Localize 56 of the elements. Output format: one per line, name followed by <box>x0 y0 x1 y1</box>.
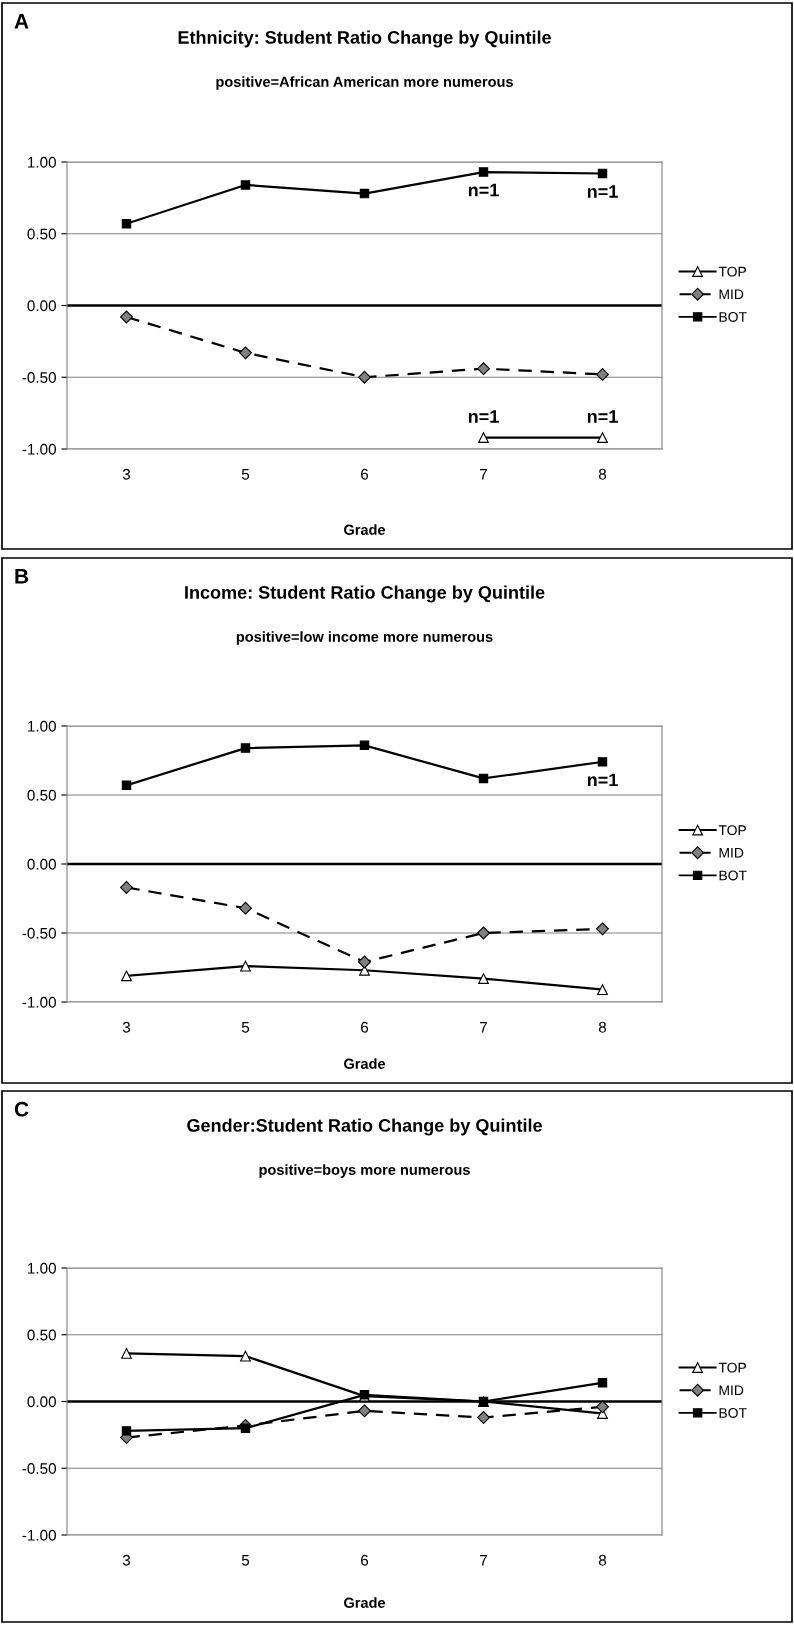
y-tick-label: -1.00 <box>22 1529 56 1541</box>
annotation: n=1 <box>587 410 618 423</box>
y-tick-label: 0.50 <box>27 1329 56 1341</box>
x-axis-title: Grade <box>344 1058 386 1069</box>
legend-label: BOT <box>719 312 747 322</box>
x-axis-title: Grade <box>344 1597 386 1608</box>
y-tick-label: 0.00 <box>27 300 56 312</box>
y-tick-label: 1.00 <box>28 1262 56 1274</box>
text: A <box>14 14 29 29</box>
y-tick-label: 0.00 <box>27 1396 56 1408</box>
legend-label: TOP <box>718 266 747 277</box>
chart-subtitle: positive=low income more numerous <box>236 631 493 645</box>
y-tick-label: -1.00 <box>22 996 56 1008</box>
text: C <box>14 1101 29 1117</box>
x-tick-label: 6 <box>361 1554 369 1566</box>
x-tick-label: 8 <box>598 468 607 480</box>
chart-title: Ethnicity: Student Ratio Change by Quintile <box>178 30 551 48</box>
legend-label: BOT <box>719 1408 747 1418</box>
y-tick-label: -1.00 <box>22 443 56 455</box>
x-tick-label: 3 <box>122 1554 131 1566</box>
legend-label: TOP <box>718 825 747 836</box>
x-tick-label: 3 <box>122 468 131 480</box>
x-tick-label: 3 <box>122 1021 131 1033</box>
legend-label: MID <box>719 848 744 858</box>
y-tick-label: 1.00 <box>28 156 56 168</box>
chart-subtitle: positive=boys more numerous <box>259 1164 470 1178</box>
legend-label: TOP <box>718 1362 747 1373</box>
legend-label: MID <box>719 289 744 300</box>
annotation: n=1 <box>587 185 618 198</box>
annotation: n=1 <box>468 183 499 197</box>
x-tick-label: 5 <box>241 469 250 480</box>
y-tick-label: 0.00 <box>27 858 56 870</box>
x-tick-label: 6 <box>361 1021 369 1033</box>
x-tick-label: 5 <box>241 1022 250 1033</box>
chart-subtitle: positive=African American more numerous <box>216 76 513 90</box>
x-tick-label: 5 <box>241 1555 250 1566</box>
chart-title: Income: Student Ratio Change by Quintile <box>185 585 545 603</box>
y-tick-label: -0.50 <box>22 1463 56 1474</box>
legend-label: BOT <box>719 870 747 881</box>
annotation: n=1 <box>468 410 499 423</box>
y-tick-label: 0.50 <box>27 228 56 240</box>
x-axis-title: Grade <box>344 524 386 535</box>
y-tick-label: 0.50 <box>27 789 56 801</box>
x-tick-label: 6 <box>361 468 369 480</box>
x-tick-label: 8 <box>598 1554 607 1566</box>
chart-title: Gender:Student Ratio Change by Quintile <box>187 1118 542 1136</box>
x-tick-label: 7 <box>480 469 487 480</box>
x-tick-label: 7 <box>480 1022 487 1033</box>
legend-label: MID <box>719 1385 744 1396</box>
annotation: n=1 <box>587 773 618 787</box>
y-tick-label: -0.50 <box>22 372 56 383</box>
x-tick-label: 7 <box>480 1555 487 1566</box>
y-tick-label: -0.50 <box>22 927 56 939</box>
y-tick-label: 1.00 <box>28 720 56 732</box>
text: B <box>15 569 29 584</box>
x-tick-label: 8 <box>598 1021 607 1033</box>
